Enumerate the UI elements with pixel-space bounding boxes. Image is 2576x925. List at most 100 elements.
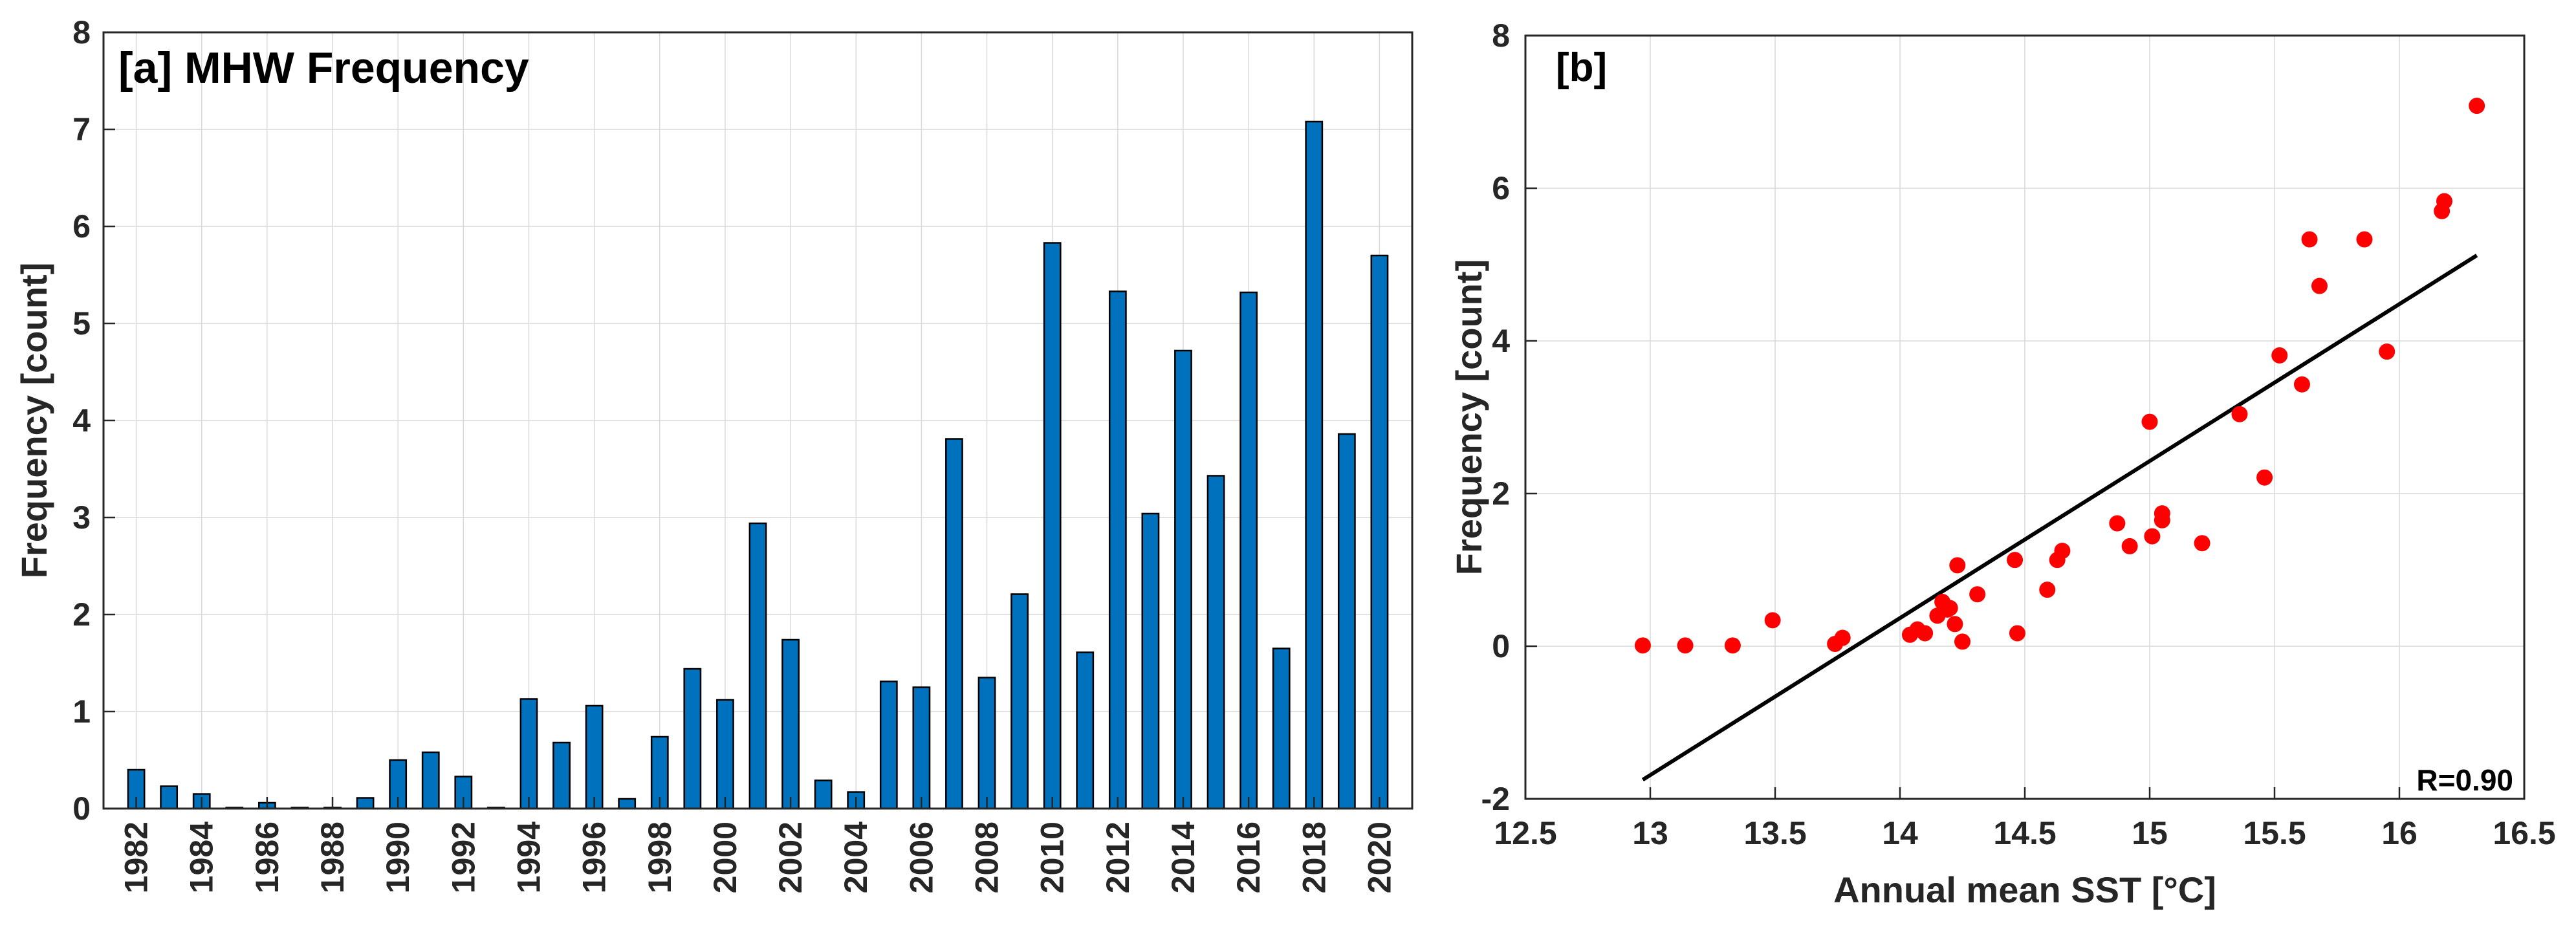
tick-label-x: 2000 <box>707 822 743 893</box>
tick-label-x: 2018 <box>1296 822 1332 893</box>
tick-label-y: 2 <box>72 596 91 633</box>
tick-label-x: 1988 <box>314 822 351 893</box>
scatter-point <box>2154 505 2170 522</box>
bar-1997 <box>618 798 637 810</box>
tick-label-x: 1992 <box>445 822 481 893</box>
panel-b-points <box>1634 98 2485 654</box>
scatter-point <box>2256 469 2273 486</box>
tick-label-x: 13.5 <box>1743 815 1806 851</box>
scatter-point <box>2436 193 2452 210</box>
tick-label-y: 6 <box>72 208 91 245</box>
scatter-point <box>1917 625 1934 642</box>
bar-2005 <box>879 680 898 810</box>
scatter-point <box>2141 413 2158 430</box>
panel-b-yticks: -2 0 2 4 6 8 <box>1481 17 1537 817</box>
tick-label-y: 4 <box>1492 323 1510 359</box>
scatter-point <box>2271 347 2288 364</box>
tick-label-x: 2010 <box>1034 822 1071 893</box>
scatter-point <box>1634 637 1651 654</box>
tick-label-y: -2 <box>1481 781 1510 817</box>
scatter-point <box>2301 231 2318 248</box>
scatter-point <box>1954 633 1970 650</box>
scatter-point <box>1834 629 1851 646</box>
bar-1998 <box>650 735 669 810</box>
scatter-point <box>2054 543 2071 559</box>
panel-b-title: [b] <box>1556 45 1607 90</box>
tick-label-x: 1982 <box>118 822 155 893</box>
tick-label-x: 1996 <box>576 822 613 893</box>
scatter-point <box>1941 600 1958 616</box>
panel-a-title: [a] MHW Frequency <box>118 43 529 92</box>
tick-label-x: 2008 <box>969 822 1005 893</box>
bar-2020 <box>1370 254 1389 810</box>
tick-label-x: 1986 <box>249 822 285 893</box>
tick-label-x: 13 <box>1632 815 1668 851</box>
bar-2014 <box>1174 349 1192 810</box>
tick-label-x: 2002 <box>772 822 809 893</box>
tick-label-x: 15 <box>2132 815 2168 851</box>
tick-label-y: 6 <box>1492 170 1510 206</box>
tick-label-y: 2 <box>1492 475 1510 512</box>
tick-label-x: 2020 <box>1361 822 1397 893</box>
scatter-point <box>2356 231 2373 248</box>
bar-1996 <box>585 704 604 810</box>
scatter-point <box>2231 406 2248 422</box>
tick-label-x: 14 <box>1882 815 1918 851</box>
bar-2009 <box>1010 593 1029 810</box>
bar-2001 <box>748 522 767 810</box>
tick-label-x: 2012 <box>1100 822 1136 893</box>
bar-1999 <box>683 668 702 810</box>
scatter-point <box>1947 616 1963 633</box>
tick-label-x: 16 <box>2381 815 2418 851</box>
tick-label-x: 1998 <box>642 822 678 893</box>
panel-b-ylabel: Frequency [count] <box>1448 259 1489 575</box>
bar-1982 <box>127 768 146 810</box>
bar-1989 <box>356 797 375 810</box>
scatter-point <box>1949 557 1966 574</box>
bar-2006 <box>912 686 931 810</box>
tick-label-y: 8 <box>1492 17 1510 54</box>
bar-2007 <box>945 438 963 810</box>
bar-2016 <box>1239 291 1258 810</box>
tick-label-x: 1984 <box>184 822 220 893</box>
panel-b-fitline-group <box>1641 254 2478 782</box>
bar-2000 <box>716 699 734 810</box>
scatter-point <box>2311 278 2328 294</box>
bar-1994 <box>519 698 538 810</box>
tick-label-x: 14.5 <box>1993 815 2056 851</box>
fit-line <box>1641 254 2478 782</box>
panel-a-bars <box>127 120 1389 810</box>
bar-1983 <box>160 785 179 810</box>
tick-label-y: 1 <box>72 693 91 730</box>
panel-a-yticks: 0 1 2 3 4 5 6 7 8 <box>72 14 115 827</box>
bar-2019 <box>1337 433 1356 810</box>
bar-1995 <box>552 741 571 810</box>
tick-label-x: 2006 <box>903 822 939 893</box>
scatter-point <box>1969 586 1986 603</box>
tick-label-y: 8 <box>72 14 91 50</box>
scatter-point <box>2007 552 2024 569</box>
tick-label-y: 0 <box>72 790 91 827</box>
scatter-point <box>2144 528 2161 545</box>
bar-2011 <box>1076 651 1095 810</box>
bar-2002 <box>781 638 800 810</box>
bar-2003 <box>814 779 833 810</box>
tick-label-x: 12.5 <box>1494 815 1556 851</box>
scatter-point <box>1677 637 1694 654</box>
tick-label-y: 4 <box>72 402 91 439</box>
bar-2013 <box>1141 512 1160 810</box>
tick-label-y: 7 <box>72 111 91 147</box>
bar-2017 <box>1272 648 1291 810</box>
scatter-point <box>2293 376 2310 393</box>
scatter-point <box>2469 98 2485 114</box>
scatter-point <box>2379 343 2396 360</box>
tick-label-y: 0 <box>1492 628 1510 664</box>
tick-label-x: 16.5 <box>2493 815 2555 851</box>
scatter-point <box>2009 625 2025 642</box>
bar-2012 <box>1108 290 1127 810</box>
bar-2015 <box>1206 475 1225 810</box>
panel-b: -2 0 2 4 6 8 12.5 13 13.5 14 14.5 15 15.5 16 16.5 [b]… <box>1448 17 2556 910</box>
scatter-point <box>2121 538 2138 554</box>
